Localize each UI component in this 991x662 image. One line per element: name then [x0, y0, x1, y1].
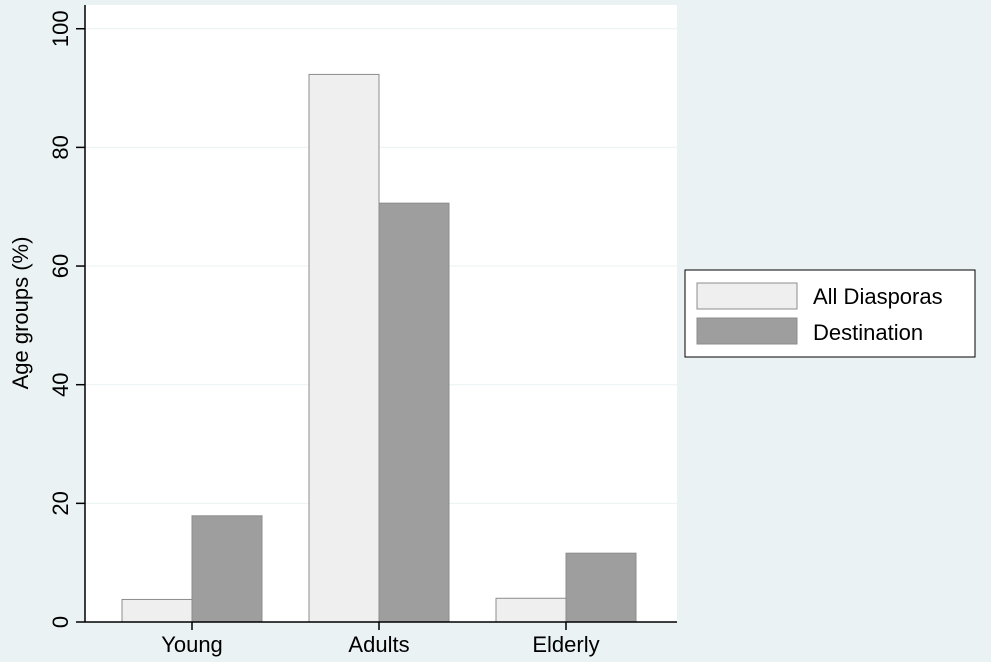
- bar-destination-elderly: [565, 552, 637, 623]
- bars: [121, 73, 637, 623]
- legend-label-all-diasporas: All Diasporas: [813, 284, 943, 309]
- x-tick-label: Adults: [348, 632, 409, 657]
- bar-all-diasporas-adults: [308, 73, 380, 623]
- legend-label-destination: Destination: [813, 320, 923, 345]
- y-axis-title: Age groups (%): [8, 237, 33, 390]
- y-tick-label: 0: [48, 616, 73, 628]
- legend: All Diasporas Destination: [684, 269, 976, 358]
- y-tick-label: 40: [48, 372, 73, 396]
- x-tick-label: Elderly: [532, 632, 599, 657]
- bar-all-diasporas-young: [121, 598, 193, 623]
- legend-swatch-destination: [696, 317, 798, 345]
- y-tick-label: 80: [48, 135, 73, 159]
- bar-all-diasporas-elderly: [495, 597, 567, 623]
- x-tick-label: Young: [161, 632, 223, 657]
- legend-swatch-all-diasporas: [696, 282, 798, 310]
- y-tick-label: 20: [48, 491, 73, 515]
- bar-destination-adults: [378, 202, 450, 623]
- axes: 0 20 40 60 80 100 Young Adults Elderly: [48, 5, 677, 657]
- y-tick-label: 100: [48, 10, 73, 47]
- bar-destination-young: [191, 515, 263, 623]
- y-tick-label: 60: [48, 254, 73, 278]
